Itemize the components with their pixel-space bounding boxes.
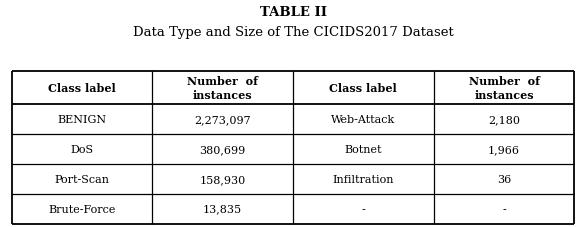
Text: 13,835: 13,835 [203, 204, 242, 214]
Text: TABLE II: TABLE II [260, 6, 326, 19]
Text: Web-Attack: Web-Attack [331, 115, 396, 125]
Text: Botnet: Botnet [345, 144, 382, 154]
Text: Class label: Class label [48, 83, 116, 94]
Text: Class label: Class label [329, 83, 397, 94]
Text: -: - [502, 204, 506, 214]
Text: Number  of
instances: Number of instances [188, 76, 258, 101]
Text: Infiltration: Infiltration [333, 174, 394, 184]
Text: BENIGN: BENIGN [57, 115, 107, 125]
Text: Number  of
instances: Number of instances [469, 76, 539, 101]
Text: Brute-Force: Brute-Force [49, 204, 115, 214]
Text: 36: 36 [497, 174, 511, 184]
Text: DoS: DoS [70, 144, 94, 154]
Text: 2,273,097: 2,273,097 [195, 115, 251, 125]
Text: Port-Scan: Port-Scan [54, 174, 110, 184]
Text: Data Type and Size of The CICIDS2017 Dataset: Data Type and Size of The CICIDS2017 Dat… [132, 26, 454, 39]
Text: -: - [362, 204, 365, 214]
Text: 2,180: 2,180 [488, 115, 520, 125]
Text: 380,699: 380,699 [200, 144, 246, 154]
Text: 158,930: 158,930 [200, 174, 246, 184]
Text: 1,966: 1,966 [488, 144, 520, 154]
